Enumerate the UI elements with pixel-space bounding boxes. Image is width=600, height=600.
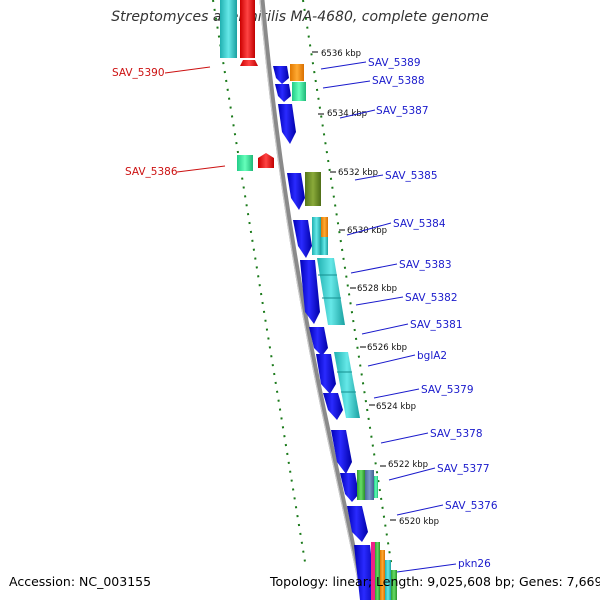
cds-arrow[interactable] [331,430,352,474]
genome-backbone [259,0,367,600]
gene-label[interactable]: SAV_5382 [405,292,458,304]
ruler-tick-label: 6520 kbp [399,517,439,527]
ruler-tick: 6526 kbp [360,343,407,353]
reverse-gene-labels: SAV_5390 SAV_5386 [112,66,226,178]
accession-text: Accession: NC_003155 [9,574,152,589]
forward-strand-features [273,64,397,600]
reverse-strand-features [220,0,274,171]
gene-label[interactable]: SAV_5386 [125,166,178,178]
gene-arrow-red[interactable] [258,153,274,168]
gene-label[interactable]: pkn26 [458,558,491,570]
cds-arrow[interactable] [316,354,336,394]
gene-label[interactable]: SAV_5387 [376,105,429,117]
forward-gene-labels: SAV_5389 SAV_5388 SAV_5387 SAV_5385 SAV_… [320,57,498,573]
gene-label[interactable]: SAV_5384 [393,218,446,230]
gene-block-cyan[interactable] [385,560,391,600]
topology-text: Topology: linear; Length: 9,025,608 bp; … [270,574,600,589]
gene-arrow-red[interactable] [240,60,258,66]
ruler-tick: 6520 kbp [390,517,439,527]
gene-block-cyan[interactable] [317,258,345,325]
ruler-tick: 6522 kbp [380,460,428,470]
ruler-tick: 6524 kbp [369,402,416,412]
gene-label[interactable]: SAV_5377 [437,463,490,475]
ruler-tick-label: 6530 kbp [347,226,387,236]
gene-block-cyan[interactable] [321,237,328,255]
gene-block-red[interactable] [240,0,255,58]
gene-label[interactable]: SAV_5389 [368,57,421,69]
gene-label[interactable]: SAV_5378 [430,428,483,440]
ruler-tick-label: 6532 kbp [338,168,378,178]
ruler-tick-label: 6526 kbp [367,343,407,353]
gene-block-olive[interactable] [305,172,321,206]
gene-block-teal[interactable] [237,155,253,171]
gene-label[interactable]: SAV_5376 [445,500,498,512]
gene-block-orange[interactable] [290,64,304,81]
cds-arrow[interactable] [287,173,305,210]
gene-label[interactable]: bglA2 [417,350,447,362]
gene-block-cyan[interactable] [312,217,321,255]
ruler-tick-label: 6524 kbp [376,402,416,412]
gene-label[interactable]: SAV_5383 [399,259,452,271]
ruler-tick: 6528 kbp [350,284,397,294]
ruler-tick-label: 6528 kbp [357,284,397,294]
gene-block-orange[interactable] [380,550,385,600]
ruler-tick: 6536 kbp [312,49,361,59]
gene-block-steel[interactable] [365,470,374,500]
ruler: 6536 kbp 6534 kbp 6532 kbp 6530 kbp 6528… [312,49,439,527]
gene-block-green[interactable] [357,470,365,500]
map-title: Streptomyces avermitilis MA-4680, comple… [111,9,489,25]
cds-arrow[interactable] [300,260,320,324]
gene-block-cyan[interactable] [220,0,237,58]
gene-block-green[interactable] [391,570,397,600]
gene-label[interactable]: SAV_5388 [372,75,425,87]
ruler-tick: 6534 kbp [318,109,367,119]
cds-arrow[interactable] [293,220,312,258]
cds-arrow[interactable] [323,393,343,420]
cds-arrow[interactable] [309,327,328,356]
gene-label[interactable]: SAV_5379 [421,384,474,396]
gene-label[interactable]: SAV_5385 [385,170,438,182]
cds-arrow[interactable] [347,506,368,542]
ruler-tick-label: 6536 kbp [321,49,361,59]
gene-block-orange[interactable] [321,217,328,237]
gene-block-cyan[interactable] [334,352,360,418]
cds-arrow[interactable] [278,104,296,144]
ruler-tick-label: 6534 kbp [327,109,367,119]
ruler-tick: 6530 kbp [339,226,387,236]
cds-arrow[interactable] [273,66,289,84]
cds-arrow[interactable] [275,84,291,102]
ruler-tick: 6532 kbp [330,168,378,178]
gene-label[interactable]: SAV_5390 [112,67,165,79]
cds-arrow[interactable] [340,473,359,502]
gene-block-teal[interactable] [374,476,378,498]
ruler-tick-label: 6522 kbp [388,460,428,470]
gene-block-green[interactable] [375,542,380,600]
gene-label[interactable]: SAV_5381 [410,319,463,331]
gene-block-magenta[interactable] [371,542,375,600]
cds-arrow[interactable] [354,545,376,600]
gene-block-teal[interactable] [292,82,306,101]
